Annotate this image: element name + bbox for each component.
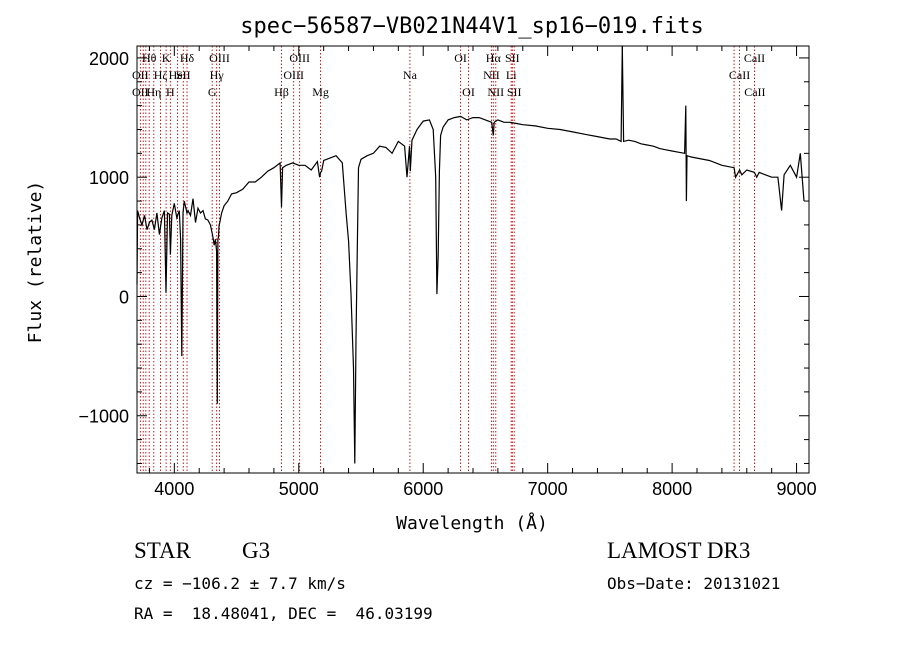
x-tick-label: 8000: [652, 479, 692, 499]
chart-title: spec−56587−VB021N44V1_sp16−019.fits: [240, 14, 704, 39]
obs-date-text: Obs−Date: 20131021: [607, 574, 781, 593]
y-axis-label: Flux (relative): [25, 181, 46, 344]
line-label: Mg: [312, 85, 329, 99]
line-label: K: [162, 51, 171, 65]
y-tick-label: 0: [119, 287, 129, 307]
x-tick-label: 4000: [154, 479, 194, 499]
line-label: SII: [176, 68, 191, 82]
line-label: Hβ: [274, 85, 289, 99]
y-tick-label: −1000: [78, 407, 129, 427]
line-markers: [139, 46, 755, 473]
line-label: OII: [132, 85, 149, 99]
line-label: CaII: [744, 85, 765, 99]
line-label: OI: [462, 85, 475, 99]
y-tick-label: 1000: [89, 168, 129, 188]
line-label: SII: [507, 85, 522, 99]
axis-ticks: 4000 5000 6000 7000 8000 9000 −1000 0 1000 2000: [78, 46, 817, 499]
line-label: OIII: [283, 68, 304, 82]
x-tick-label: 9000: [777, 479, 817, 499]
line-label: Hθ: [142, 51, 157, 65]
line-label: G: [208, 85, 217, 99]
line-label: OI: [454, 51, 467, 65]
ra-dec-text: RA = 18.48041, DEC = 46.03199: [134, 604, 433, 623]
line-label: SII: [505, 51, 520, 65]
spectrum-line: [136, 45, 805, 464]
line-label: Li: [506, 68, 517, 82]
x-tick-label: 5000: [279, 479, 319, 499]
line-label: OII: [132, 68, 149, 82]
x-tick-label: 7000: [528, 479, 568, 499]
line-label: CaII: [729, 68, 750, 82]
x-tick-label: 6000: [403, 479, 443, 499]
x-axis-label: Wavelength (Å): [396, 512, 548, 534]
line-label: NII: [487, 85, 504, 99]
line-label: HeI: [169, 68, 187, 82]
object-class: STAR: [134, 538, 191, 563]
redshift-text: cz = −106.2 ± 7.7 km/s: [134, 574, 346, 593]
line-label: Hζ: [154, 68, 168, 82]
plot-frame: [136, 45, 810, 474]
line-label: Hη: [146, 85, 161, 99]
line-label: OIII: [209, 51, 230, 65]
survey-label: LAMOST DR3: [607, 538, 751, 563]
line-label: Hα: [486, 51, 502, 65]
line-label: NII: [483, 68, 500, 82]
object-subclass: G3: [242, 538, 271, 563]
y-tick-label: 2000: [89, 49, 129, 69]
line-label: Hδ: [180, 51, 195, 65]
line-label: Hγ: [210, 68, 225, 82]
line-label: Na: [403, 68, 418, 82]
line-label: OIII: [289, 51, 310, 65]
line-label: H: [166, 85, 175, 99]
line-label: CaII: [744, 51, 765, 65]
